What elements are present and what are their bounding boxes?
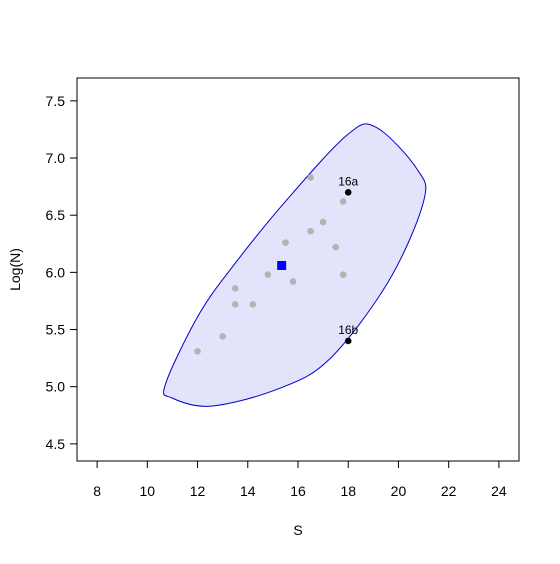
- point-label-16a: 16a: [338, 174, 358, 188]
- background-point: [307, 174, 314, 181]
- confidence-ellipse: [163, 123, 427, 407]
- background-point: [339, 198, 347, 205]
- y-tick-label: 4.5: [46, 436, 66, 452]
- centroid-marker: [277, 260, 287, 270]
- background-point: [231, 285, 239, 292]
- x-tick-label: 18: [340, 483, 356, 499]
- y-axis-label: Log(N): [7, 248, 23, 291]
- x-tick-label: 24: [491, 483, 507, 499]
- y-tick-label: 7.5: [46, 93, 66, 109]
- background-point: [289, 278, 297, 285]
- background-point: [282, 239, 289, 246]
- highlight-point-16b: [344, 337, 352, 345]
- y-tick-label: 6.5: [46, 207, 66, 223]
- background-point: [307, 227, 314, 235]
- highlight-point-16a: [344, 189, 352, 196]
- y-tick-label: 7.0: [46, 150, 66, 166]
- background-point: [264, 271, 272, 278]
- y-tick-label: 5.0: [46, 379, 66, 395]
- y-tick-label: 5.5: [46, 322, 66, 338]
- background-point: [194, 347, 201, 355]
- y-axis: 4.5 5.0 5.5 6.0 6.5 7.0 7.5: [46, 93, 78, 452]
- background-points-group: [194, 174, 347, 355]
- point-label-16b: 16b: [338, 323, 358, 337]
- x-tick-label: 22: [441, 483, 457, 499]
- x-axis: 8 10 12 14 16 18 20 22 24: [93, 460, 507, 499]
- highlight-points-group: 16a 16b: [338, 174, 359, 345]
- x-tick-label: 16: [290, 483, 306, 499]
- background-point: [319, 218, 327, 226]
- x-tick-label: 20: [391, 483, 407, 499]
- background-point: [249, 301, 257, 308]
- x-tick-label: 10: [140, 483, 156, 499]
- x-tick-label: 14: [240, 483, 256, 499]
- background-point: [231, 301, 239, 308]
- background-point: [219, 333, 226, 340]
- x-tick-label: 12: [190, 483, 206, 499]
- x-tick-label: 8: [93, 483, 101, 499]
- background-point: [332, 243, 339, 251]
- x-axis-label: S: [293, 522, 302, 538]
- y-tick-label: 6.0: [46, 264, 66, 280]
- background-point: [339, 271, 347, 278]
